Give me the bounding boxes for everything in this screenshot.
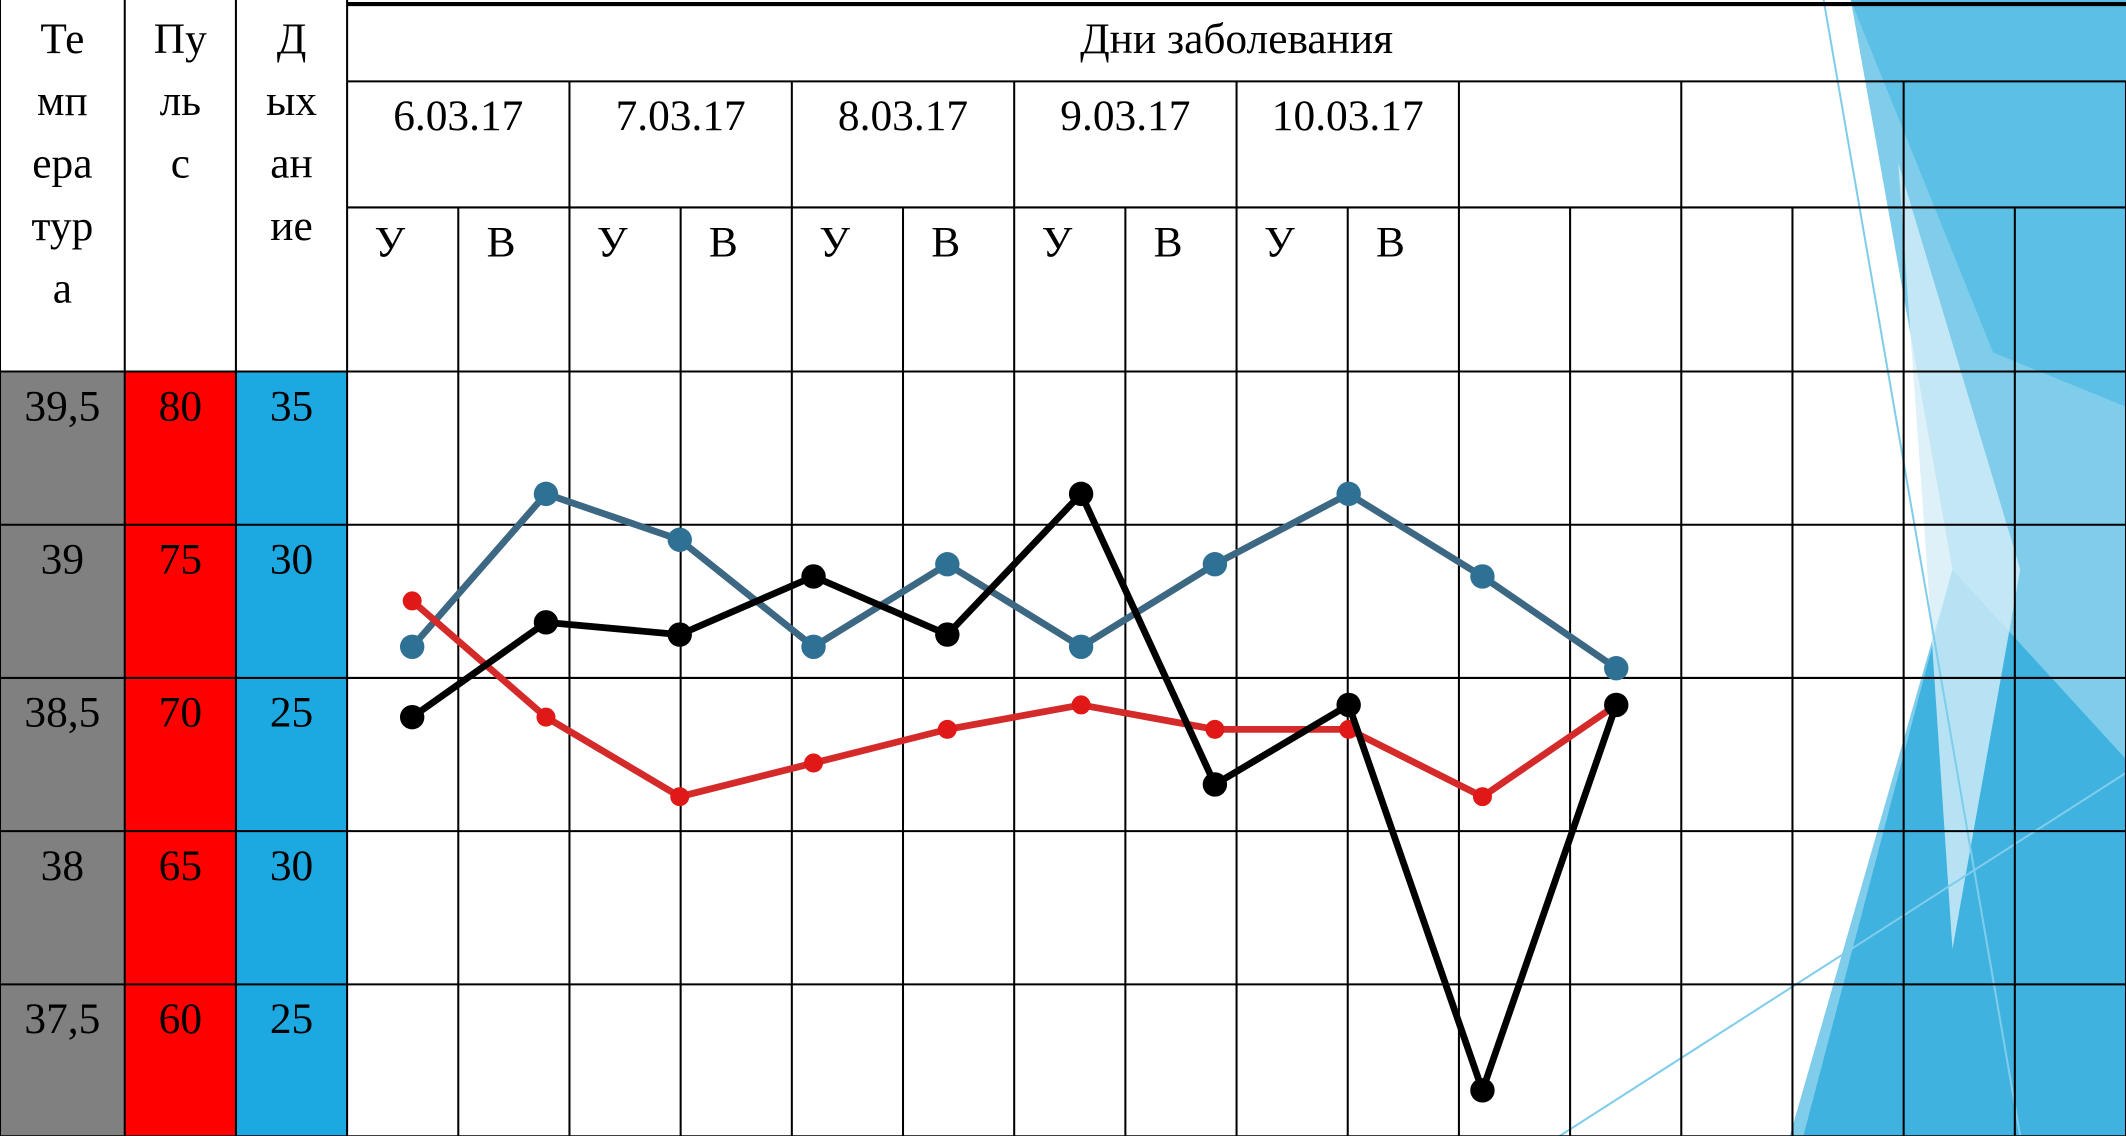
data-point xyxy=(1336,482,1360,506)
page: 39,5 39 38,5 38 37,5 80 75 70 65 60 35 30 25 30 25 Дни … xyxy=(0,0,2126,1136)
data-point xyxy=(1203,772,1227,796)
data-point xyxy=(801,635,825,659)
data-point xyxy=(1072,695,1091,714)
scale-label: 30 xyxy=(236,527,347,589)
scale-label: 35 xyxy=(236,374,347,436)
shift-header: В xyxy=(903,210,989,272)
scale-label: 37,5 xyxy=(0,987,125,1049)
column-header: Пульс xyxy=(125,7,236,194)
slide: 39,5 39 38,5 38 37,5 80 75 70 65 60 35 30 25 30 25 Дни … xyxy=(0,0,2126,1136)
scale-label: 80 xyxy=(125,374,236,436)
series-line xyxy=(412,601,1616,797)
shift-header: У xyxy=(792,210,878,272)
scale-label: 39,5 xyxy=(0,374,125,436)
data-point xyxy=(670,787,689,806)
date-header: 10.03.17 xyxy=(1237,84,1459,146)
series-line xyxy=(412,494,1616,1090)
data-point xyxy=(1069,635,1093,659)
data-point xyxy=(668,528,692,552)
data-point xyxy=(938,720,957,739)
data-point xyxy=(400,635,424,659)
shift-header: В xyxy=(1125,210,1211,272)
data-point xyxy=(403,591,422,610)
scale-label: 25 xyxy=(236,681,347,743)
scale-label: 60 xyxy=(125,987,236,1049)
shift-header: У xyxy=(347,210,433,272)
data-point xyxy=(536,708,555,727)
data-point xyxy=(1473,787,1492,806)
data-point xyxy=(1069,482,1093,506)
scale-label: 38,5 xyxy=(0,681,125,743)
date-header: 7.03.17 xyxy=(569,84,791,146)
column-header: Температура xyxy=(0,7,125,319)
date-header: 8.03.17 xyxy=(792,84,1014,146)
data-point xyxy=(534,610,558,634)
data-point xyxy=(668,622,692,646)
data-point xyxy=(1604,693,1628,717)
data-point xyxy=(1604,656,1628,680)
data-point xyxy=(935,622,959,646)
shift-header: У xyxy=(569,210,655,272)
shift-header: В xyxy=(458,210,544,272)
data-point xyxy=(1336,693,1360,717)
scale-label: 25 xyxy=(236,987,347,1049)
data-point xyxy=(804,754,823,773)
data-point xyxy=(400,705,424,729)
shift-header: В xyxy=(681,210,767,272)
data-point xyxy=(935,552,959,576)
header-title: Дни заболевания xyxy=(347,7,2126,69)
scale-label: 38 xyxy=(0,834,125,896)
scale-label: 30 xyxy=(236,834,347,896)
date-header: 6.03.17 xyxy=(347,84,569,146)
column-header: Дыхание xyxy=(236,7,347,256)
scale-label: 75 xyxy=(125,527,236,589)
data-point xyxy=(534,482,558,506)
data-point xyxy=(1203,552,1227,576)
data-point xyxy=(1470,1078,1494,1102)
series-line xyxy=(412,494,1616,668)
shift-header: В xyxy=(1348,210,1434,272)
scale-label: 70 xyxy=(125,681,236,743)
scale-label: 65 xyxy=(125,834,236,896)
scale-label: 39 xyxy=(0,527,125,589)
data-point xyxy=(801,564,825,588)
shift-header: У xyxy=(1237,210,1323,272)
data-point xyxy=(1470,564,1494,588)
data-point xyxy=(1205,720,1224,739)
shift-header: У xyxy=(1014,210,1100,272)
date-header: 9.03.17 xyxy=(1014,84,1236,146)
